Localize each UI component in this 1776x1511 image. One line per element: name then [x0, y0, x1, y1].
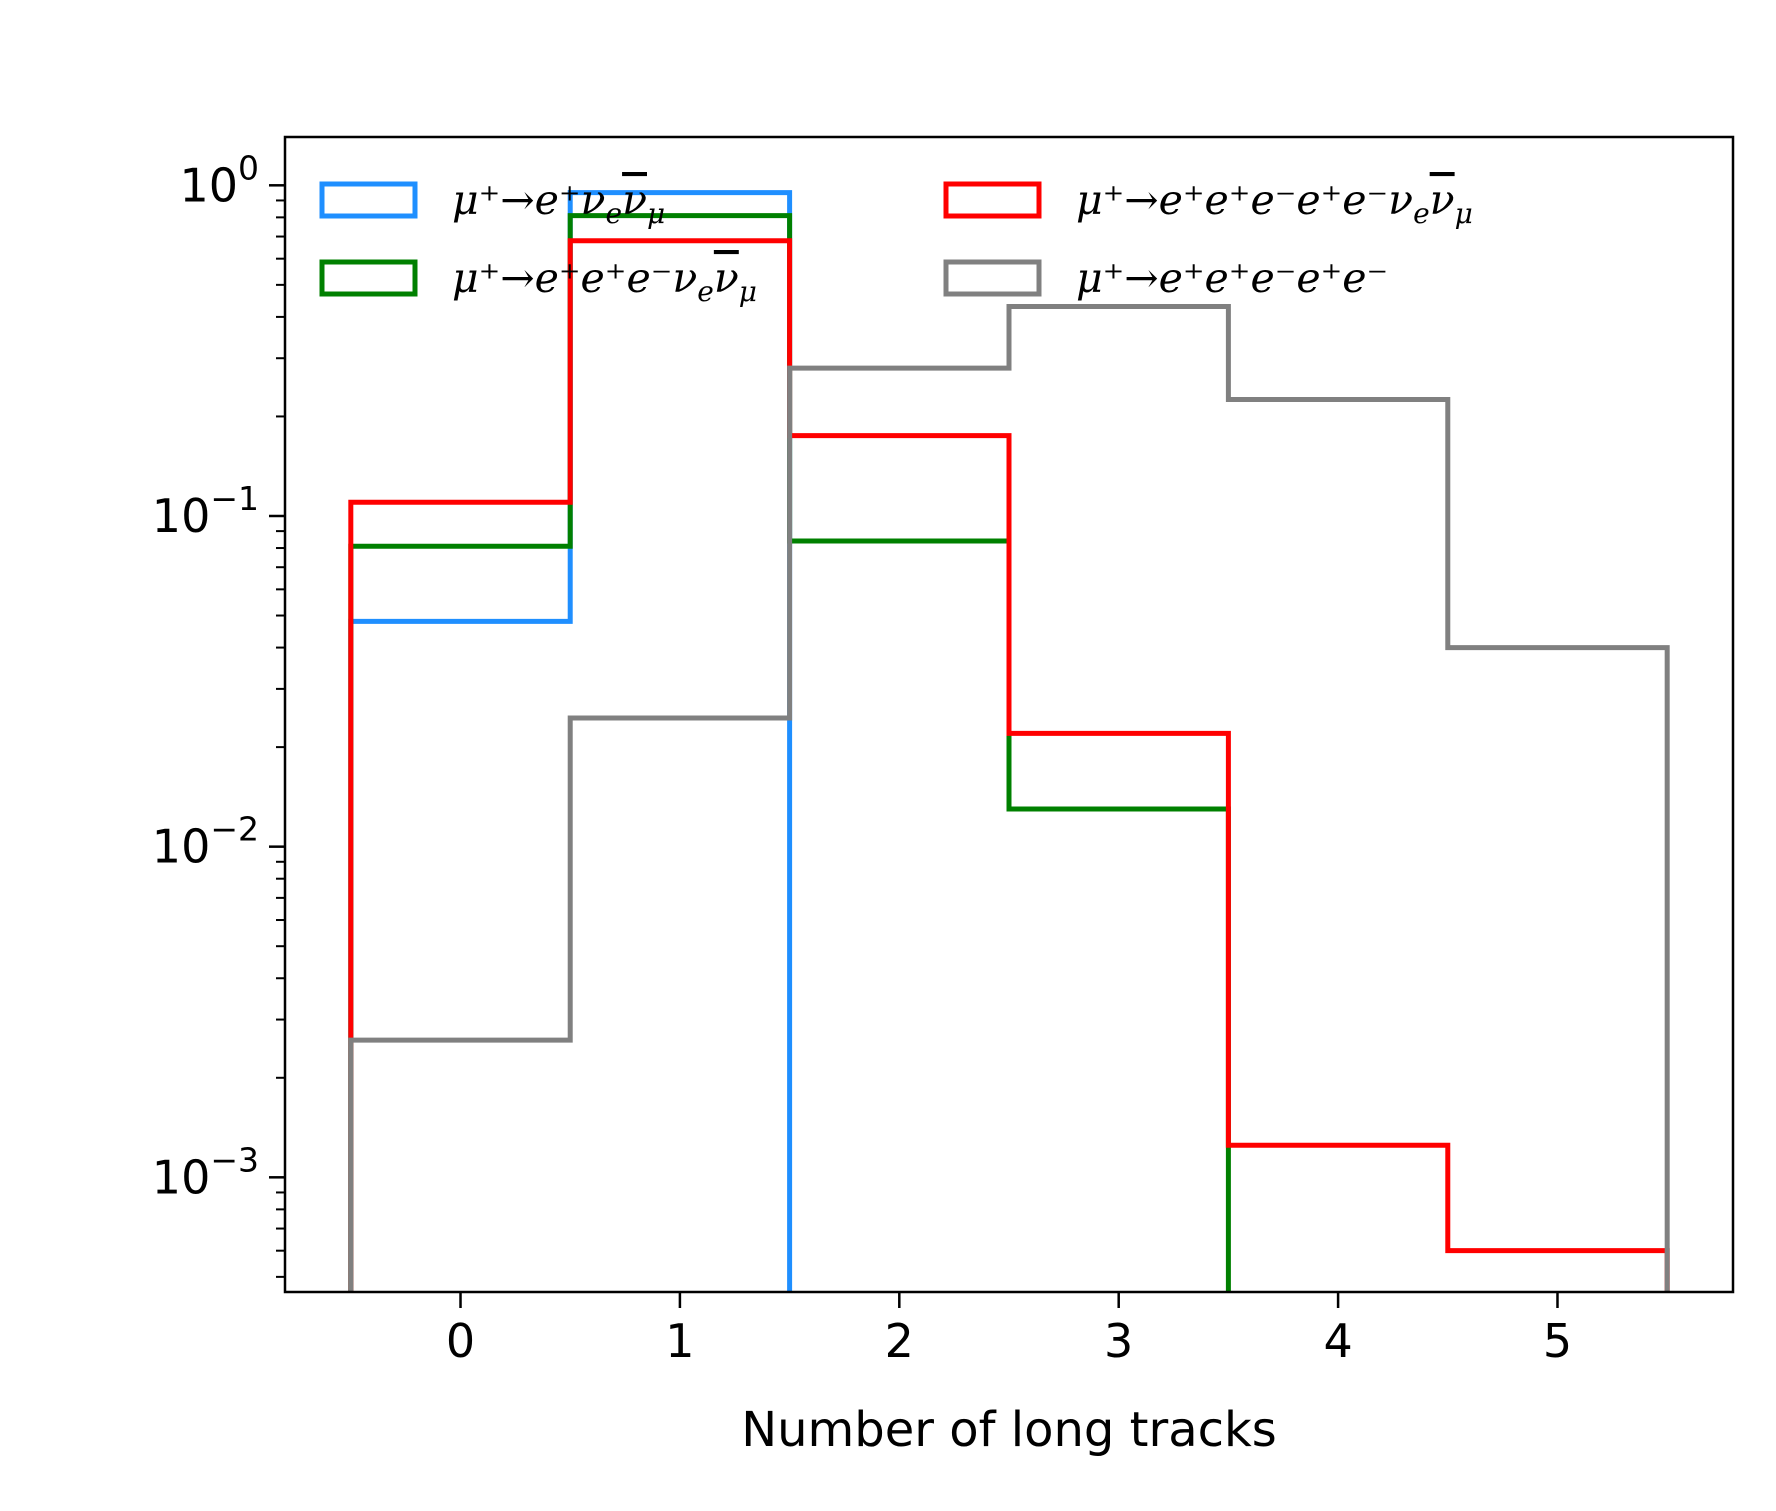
legend-label-0: μ⁺→e⁺νeνμ — [452, 176, 665, 230]
y-tick-label-2: 10−2 — [152, 810, 259, 874]
x-tick-label-5: 5 — [1543, 1314, 1572, 1368]
x-tick-label-2: 2 — [885, 1314, 914, 1368]
tick-group: 0 1 2 3 4 5 100 10−1 10−2 10−3 — [152, 148, 1572, 1368]
legend-label-2: μ⁺→e⁺e⁺e⁻e⁺e⁻νeνμ — [1076, 176, 1473, 230]
x-tick-label-0: 0 — [446, 1314, 475, 1368]
axes-frame — [283, 135, 1735, 1294]
series-line-2 — [348, 238, 1670, 1292]
y-tick-label-3: 10−3 — [152, 1140, 259, 1204]
series-group — [348, 190, 1670, 1292]
legend-handle-1 — [319, 259, 418, 297]
series-line-1 — [348, 213, 1231, 1292]
x-axis-label: Number of long tracks — [741, 1402, 1277, 1458]
x-tick-label-3: 3 — [1104, 1314, 1133, 1368]
legend-handle-2 — [943, 181, 1042, 219]
legend-label-3: μ⁺→e⁺e⁺e⁻e⁺e⁻ — [1076, 254, 1388, 302]
series-line-3 — [348, 304, 1670, 1292]
legend: μ⁺→e⁺νeνμ μ⁺→e⁺e⁺e⁻νeνμ μ⁺→e⁺e⁺e⁻e⁺e⁻νeνμ μ… — [319, 176, 1473, 308]
legend-handle-3 — [943, 259, 1042, 297]
legend-label-1: μ⁺→e⁺e⁺e⁻νeνμ — [452, 254, 757, 308]
x-tick-label-4: 4 — [1323, 1314, 1352, 1368]
legend-handle-0 — [319, 181, 418, 219]
x-tick-label-1: 1 — [665, 1314, 694, 1368]
y-tick-label-1: 10−1 — [152, 479, 259, 543]
y-tick-label-0: 100 — [179, 148, 259, 212]
series-line-0 — [348, 190, 793, 1292]
